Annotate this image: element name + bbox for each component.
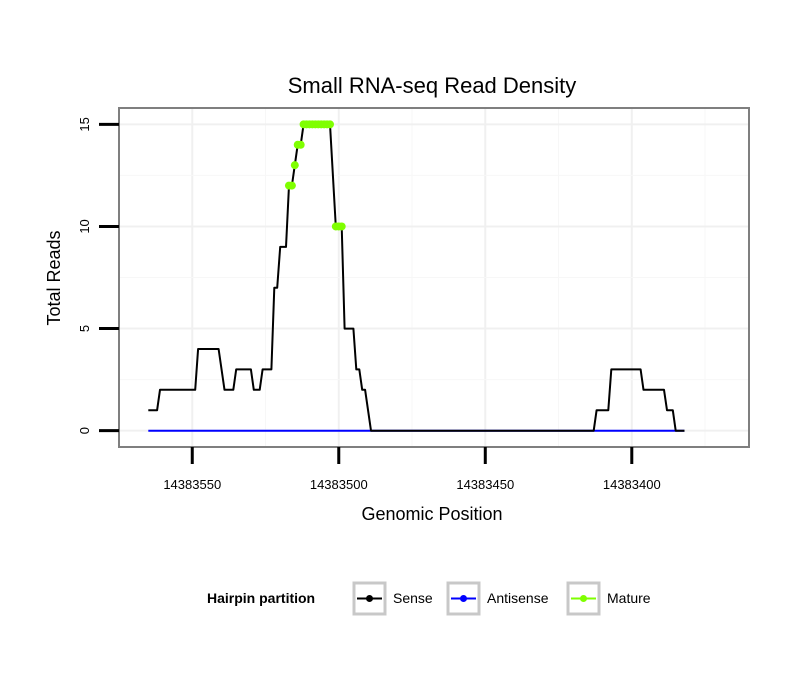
y-axis: 0 5 10 15 [77,117,119,434]
series-layer [148,120,685,432]
legend-title: Hairpin partition [207,590,315,606]
grid [119,108,749,447]
x-axis: 14383550 14383500 14383450 14383400 [163,447,661,492]
x-tick-label: 14383400 [603,477,661,492]
legend-label-mature: Mature [607,590,651,606]
legend-label-antisense: Antisense [487,590,549,606]
mature-point [337,222,346,231]
plot-panel-border [118,107,750,448]
legend-key-mature-dot [580,595,587,602]
mature-point [296,140,305,149]
mature-point [290,161,299,170]
mature-point [325,120,334,129]
y-tick-label: 5 [77,325,92,332]
chart-title: Small RNA-seq Read Density [288,73,577,98]
y-tick-label: 0 [77,427,92,434]
legend: Hairpin partition Sense Antisense Mature [207,581,651,616]
legend-key-sense-dot [366,595,373,602]
series-mature [284,120,346,231]
y-tick-label: 10 [77,219,92,233]
y-axis-label: Total Reads [44,230,64,325]
x-tick-label: 14383550 [163,477,221,492]
y-tick-label: 15 [77,117,92,131]
x-tick-label: 14383450 [456,477,514,492]
legend-label-sense: Sense [393,590,433,606]
legend-key-antisense-dot [460,595,467,602]
x-tick-label: 14383500 [310,477,368,492]
x-axis-label: Genomic Position [361,504,502,524]
mature-point [287,181,296,190]
